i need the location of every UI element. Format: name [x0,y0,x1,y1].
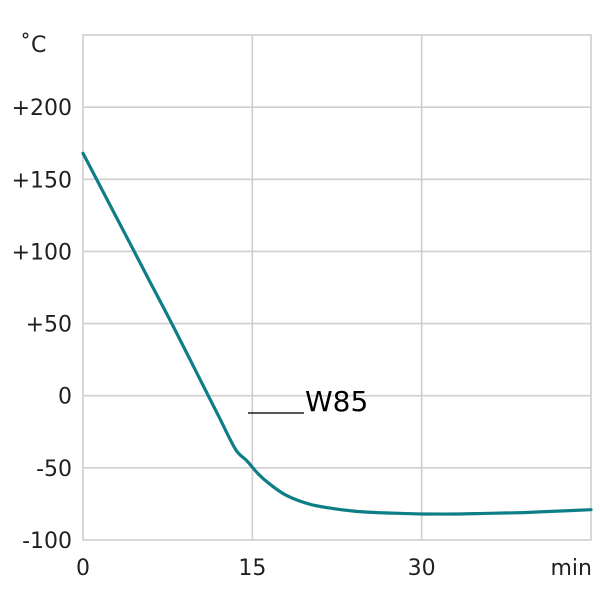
x-tick-label: 15 [238,556,266,581]
series-line [81,151,593,516]
y-tick-label: -50 [36,457,72,482]
x-axis-ticks: 0 15 30 [76,556,436,581]
y-tick-label: +100 [12,240,72,265]
legend-label: W85 [305,385,368,418]
series-legend: W85 [248,385,368,418]
x-tick-label: 30 [408,556,436,581]
y-tick-label: +150 [12,168,72,193]
y-tick-label: +50 [26,313,72,338]
y-axis-unit-label: ˚C [20,33,46,58]
y-axis-ticks: +200 +150 +100 +50 0 -50 -100 [12,96,72,554]
y-tick-label: -100 [22,529,72,554]
plot-frame [82,34,592,541]
grid [82,34,592,541]
x-tick-label: 0 [76,556,90,581]
series-layer [81,151,593,516]
x-axis-unit-label: min [551,556,593,581]
y-tick-label: +200 [12,96,72,121]
y-tick-label: 0 [58,385,72,410]
